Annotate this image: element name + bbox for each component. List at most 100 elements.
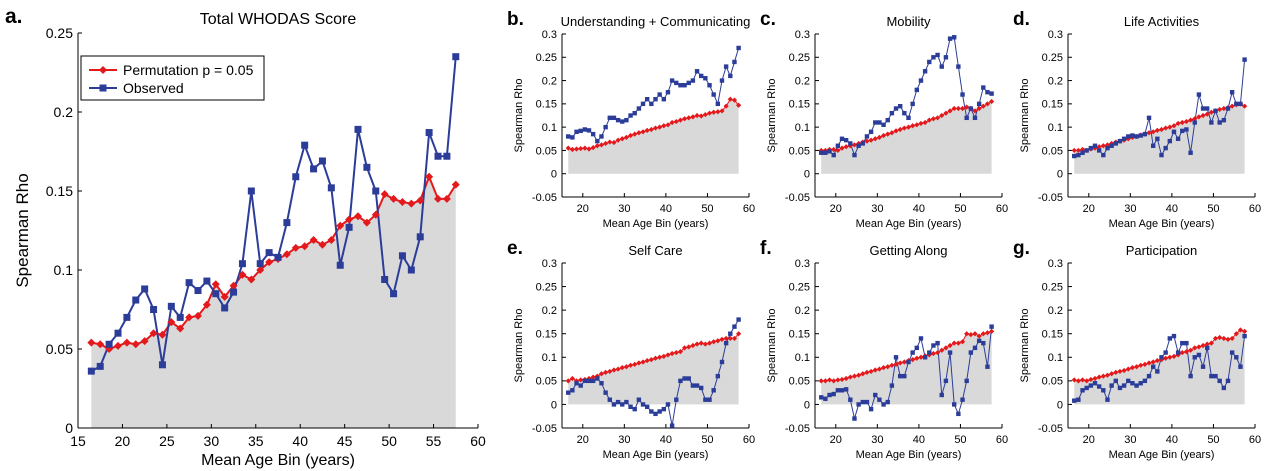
permutation-point bbox=[719, 108, 725, 114]
observed-point bbox=[661, 97, 667, 102]
permutation-point bbox=[569, 146, 575, 153]
permutation-point bbox=[681, 116, 688, 122]
observed-point bbox=[620, 119, 625, 124]
permutation-point bbox=[582, 145, 588, 151]
permutation-point bbox=[702, 341, 708, 347]
permutation-point bbox=[578, 145, 584, 152]
observed-point bbox=[1229, 90, 1235, 95]
permutation-point bbox=[176, 324, 185, 333]
observed-point bbox=[363, 163, 371, 171]
y-tick-label: 0.1 bbox=[1048, 352, 1063, 364]
observed-point bbox=[981, 85, 986, 90]
observed-point bbox=[96, 362, 104, 370]
observed-point bbox=[910, 350, 915, 355]
panel-c: -0.05 0 0.05 0.1 0.15 0.2 0.25 0.3 20 30 40 50 60 Mob… bbox=[760, 9, 1008, 230]
observed-point bbox=[1076, 397, 1081, 402]
permutation-point bbox=[847, 374, 853, 380]
permutation-point bbox=[901, 359, 907, 365]
panel-e: -0.05 0 0.05 0.1 0.15 0.2 0.25 0.3 20 30 40 50 60 Sel… bbox=[507, 238, 755, 461]
permutation-point bbox=[939, 112, 945, 119]
observed-point bbox=[176, 313, 184, 321]
permutation-point bbox=[1183, 349, 1190, 355]
y-axis-label: Spearman Rho bbox=[1019, 309, 1031, 383]
observed-point bbox=[1217, 378, 1222, 384]
permutation-point bbox=[1242, 103, 1248, 109]
observed-point bbox=[1076, 152, 1081, 158]
observed-point bbox=[669, 78, 675, 83]
observed-point bbox=[711, 388, 716, 393]
observed-point bbox=[881, 402, 886, 407]
observed-point bbox=[1092, 143, 1098, 148]
observed-point bbox=[897, 373, 903, 379]
observed-point bbox=[644, 97, 650, 102]
observed-point bbox=[985, 90, 990, 95]
observed-point bbox=[1188, 150, 1193, 155]
observed-point bbox=[636, 106, 642, 111]
x-tick-label: 50 bbox=[1207, 434, 1219, 446]
observed-point bbox=[1130, 381, 1135, 386]
observed-point bbox=[1192, 355, 1197, 360]
observed-point bbox=[694, 69, 700, 74]
y-tick-label: 0.05 bbox=[536, 145, 557, 157]
permutation-point bbox=[677, 349, 684, 355]
permutation-point bbox=[980, 331, 986, 337]
permutation-point bbox=[1121, 367, 1127, 374]
observed-point bbox=[425, 129, 433, 137]
y-tick-label: 0.25 bbox=[536, 52, 557, 64]
permutation-point bbox=[835, 147, 841, 154]
observed-point bbox=[1126, 134, 1131, 139]
x-tick-label: 20 bbox=[577, 203, 589, 215]
permutation-point bbox=[897, 360, 903, 366]
permutation-point bbox=[1187, 117, 1194, 123]
observed-point bbox=[1205, 106, 1210, 111]
observed-point bbox=[1221, 385, 1227, 391]
observed-point bbox=[327, 184, 335, 192]
permutation-point bbox=[872, 136, 878, 142]
permutation-point bbox=[623, 364, 630, 370]
chart-title: Mobility bbox=[886, 14, 931, 29]
observed-point bbox=[860, 141, 865, 146]
permutation-point bbox=[905, 124, 912, 130]
permutation-point bbox=[872, 367, 878, 373]
permutation-point bbox=[1242, 328, 1248, 334]
observed-point bbox=[644, 404, 650, 409]
observed-point bbox=[1113, 378, 1118, 384]
permutation-point bbox=[140, 337, 149, 346]
observed-point bbox=[736, 317, 741, 322]
permutation-point bbox=[711, 109, 717, 115]
observed-point bbox=[1209, 120, 1214, 125]
permutation-point bbox=[1096, 374, 1102, 380]
y-tick-label: 0.1 bbox=[1048, 122, 1063, 134]
permutation-point bbox=[715, 109, 721, 115]
y-tick-label: 0.15 bbox=[536, 99, 557, 111]
permutation-point bbox=[1187, 347, 1194, 353]
permutation-point bbox=[318, 240, 327, 249]
permutation-point bbox=[194, 311, 202, 320]
observed-point bbox=[1088, 383, 1094, 388]
observed-point bbox=[823, 150, 828, 155]
observed-point bbox=[1080, 388, 1085, 393]
panel-d: -0.05 0 0.05 0.1 0.15 0.2 0.25 0.3 20 30 40 50 60 Lif… bbox=[1013, 9, 1261, 230]
permutation-point bbox=[918, 354, 924, 360]
observed-point bbox=[407, 266, 415, 274]
permutation-point bbox=[976, 333, 982, 339]
permutation-point bbox=[876, 366, 883, 372]
permutation-point bbox=[1158, 357, 1165, 363]
observed-point bbox=[873, 120, 878, 125]
panel-letter: a. bbox=[5, 5, 23, 28]
x-axis-label: Mean Age Bin (years) bbox=[603, 218, 709, 230]
permutation-point bbox=[1192, 116, 1198, 122]
permutation-point bbox=[943, 345, 949, 351]
y-tick-label: 0.2 bbox=[1048, 305, 1063, 317]
permutation-area bbox=[568, 333, 739, 405]
observed-point bbox=[889, 110, 895, 116]
permutation-point bbox=[1167, 124, 1173, 130]
observed-point bbox=[1171, 333, 1177, 339]
observed-point bbox=[141, 285, 149, 293]
permutation-point bbox=[972, 331, 978, 337]
x-tick-label: 60 bbox=[996, 434, 1008, 446]
observed-point bbox=[570, 388, 575, 393]
x-axis-label: Mean Age Bin (years) bbox=[856, 218, 962, 230]
y-tick-label: 0.05 bbox=[1042, 145, 1063, 157]
observed-point bbox=[848, 397, 853, 402]
